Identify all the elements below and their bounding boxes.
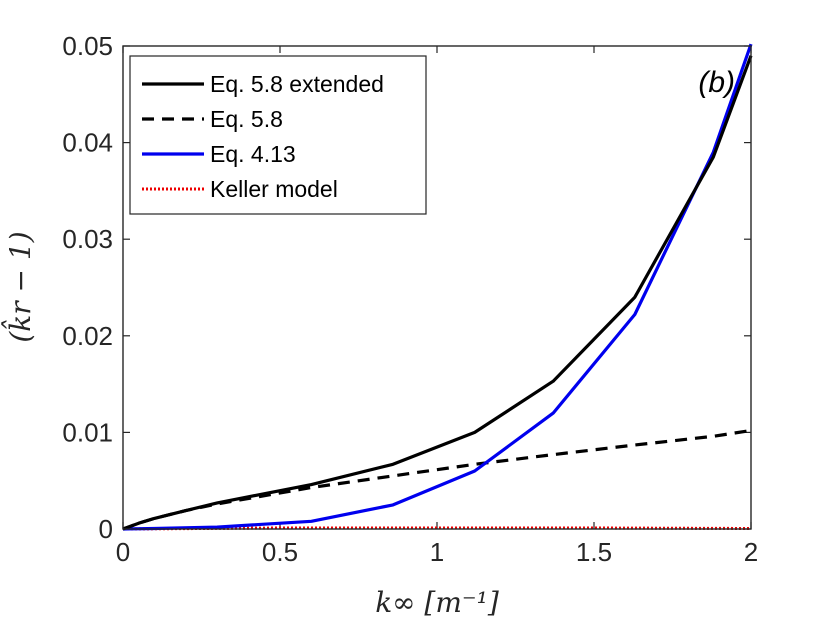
x-tick-label: 0.5 [262, 537, 298, 567]
y-tick-label: 0.02 [62, 321, 113, 351]
legend-label-0: Eq. 5.8 extended [210, 71, 384, 97]
series-line-0 [122, 55, 753, 531]
x-tick-label: 0 [116, 537, 130, 567]
y-tick-label: 0.03 [62, 224, 113, 254]
y-tick-label: 0 [99, 514, 113, 544]
legend-label-3: Keller model [210, 176, 338, 202]
x-tick-label: 2 [744, 537, 758, 567]
legend-label-1: Eq. 5.8 [210, 106, 283, 132]
legend-label-2: Eq. 4.13 [210, 141, 296, 167]
x-tick-label: 1.5 [576, 537, 612, 567]
y-tick-label: 0.01 [62, 417, 113, 447]
x-axis-label: k∞ [m⁻¹] [375, 586, 499, 619]
y-tick-label: 0.05 [62, 31, 113, 61]
y-tick-label: 0.04 [62, 128, 113, 158]
ticks-layer: 0 0.5 1 1.5 2 0 0.01 0.02 0.03 0.04 0.05 [62, 31, 758, 567]
x-tick-label: 1 [430, 537, 444, 567]
panel-label: (b) [698, 66, 735, 99]
series-line-2 [122, 43, 753, 531]
legend: Eq. 5.8 extended Eq. 5.8 Eq. 4.13 Keller mo… [129, 55, 427, 215]
y-axis-label: (k̂r − 1) [2, 231, 37, 342]
plot-area-frame [122, 45, 752, 530]
